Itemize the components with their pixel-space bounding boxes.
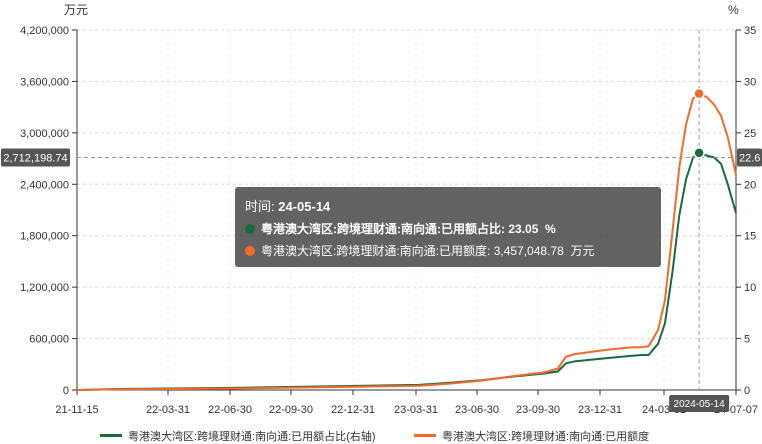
legend-label: 粤港澳大湾区:跨境理财通:南向通:已用额占比(右轴)	[128, 431, 376, 443]
left-axis-unit: 万元	[64, 3, 88, 17]
right-axis-tick-label: 30	[744, 76, 756, 88]
x-axis-tick-label: 23-06-30	[455, 404, 499, 416]
legend-item-ratio[interactable]: 粤港澳大湾区:跨境理财通:南向通:已用额占比(右轴)	[100, 428, 376, 444]
crosshair-x-label: 2024-05-14	[674, 399, 726, 410]
tooltip-series-value: 3,457,048.78	[493, 244, 564, 258]
legend-item-amount[interactable]: 粤港澳大湾区:跨境理财通:南向通:已用额度	[414, 428, 649, 444]
crosshair-left-label-box	[1, 148, 70, 167]
tooltip-series-name: 粤港澳大湾区:跨境理财通:南向通:已用额占比	[261, 222, 501, 236]
right-axis-tick-label: 35	[744, 25, 756, 37]
tooltip-marker-icon	[245, 246, 255, 256]
x-axis-tick-label: 23-03-31	[394, 404, 438, 416]
right-axis-tick-label: 10	[744, 282, 756, 294]
left-axis-tick-label: 1,800,000	[20, 231, 69, 243]
hover-point-amount	[693, 87, 705, 100]
x-axis-tick-label: 22-09-30	[269, 404, 313, 416]
tooltip-time: 时间: 24-05-14	[245, 196, 330, 215]
tooltip-time-value: 24-05-14	[278, 199, 331, 214]
left-axis-tick-label: 1,200,000	[20, 282, 69, 294]
right-axis-unit: %	[728, 3, 739, 17]
x-axis-tick-label: 22-06-30	[208, 404, 252, 416]
tooltip-series-value: 23.05	[508, 222, 539, 236]
crosshair-left-label: 2,712,198.74	[3, 153, 67, 165]
data-tooltip: 时间: 24-05-14 粤港澳大湾区:跨境理财通:南向通:已用额占比: 23.…	[235, 187, 661, 267]
x-axis-tick-label: 22-12-31	[331, 404, 375, 416]
left-axis-tick-label: 600,000	[29, 334, 69, 346]
right-axis-tick-label: 15	[744, 231, 756, 243]
left-axis-tick-label: 3,600,000	[20, 76, 69, 88]
left-axis-tick-label: 3,000,000	[20, 128, 69, 140]
chart-legend: 粤港澳大湾区:跨境理财通:南向通:已用额占比(右轴) 粤港澳大湾区:跨境理财通:…	[0, 426, 762, 444]
hover-point-ratio	[693, 147, 705, 159]
tooltip-series-unit: %	[545, 222, 556, 236]
right-axis-tick-label: 25	[744, 128, 756, 140]
x-axis-tick-label: 21-11-15	[55, 404, 98, 416]
crosshair-x-label-box	[669, 395, 730, 412]
legend-line-icon	[100, 434, 122, 437]
left-axis-tick-label: 2,400,000	[20, 179, 69, 191]
left-axis-tick-label: 0	[63, 385, 69, 397]
tooltip-series-name: 粤港澳大湾区:跨境理财通:南向通:已用额度	[261, 244, 488, 258]
x-axis-tick-label: 23-09-30	[516, 404, 560, 416]
crosshair-right-label-box	[737, 148, 762, 167]
tooltip-row-amount: 粤港澳大湾区:跨境理财通:南向通:已用额度: 3,457,048.78 万元	[245, 242, 594, 259]
tooltip-series-unit: 万元	[570, 244, 595, 258]
right-axis-tick-label: 20	[744, 179, 756, 191]
crosshair-right-label: 22.6	[739, 153, 760, 165]
tooltip-marker-icon	[245, 224, 255, 234]
tooltip-time-label: 时间:	[245, 199, 275, 214]
right-axis-tick-label: 0	[744, 385, 750, 397]
x-axis-tick-label: 23-12-31	[578, 404, 622, 416]
legend-label: 粤港澳大湾区:跨境理财通:南向通:已用额度	[442, 431, 650, 443]
right-axis-tick-label: 5	[744, 334, 750, 346]
legend-line-icon	[414, 434, 436, 437]
left-axis-tick-label: 4,200,000	[20, 25, 69, 37]
x-axis-tick-label: 22-03-31	[146, 404, 190, 416]
tooltip-row-ratio: 粤港澳大湾区:跨境理财通:南向通:已用额占比: 23.05 %	[245, 220, 556, 237]
